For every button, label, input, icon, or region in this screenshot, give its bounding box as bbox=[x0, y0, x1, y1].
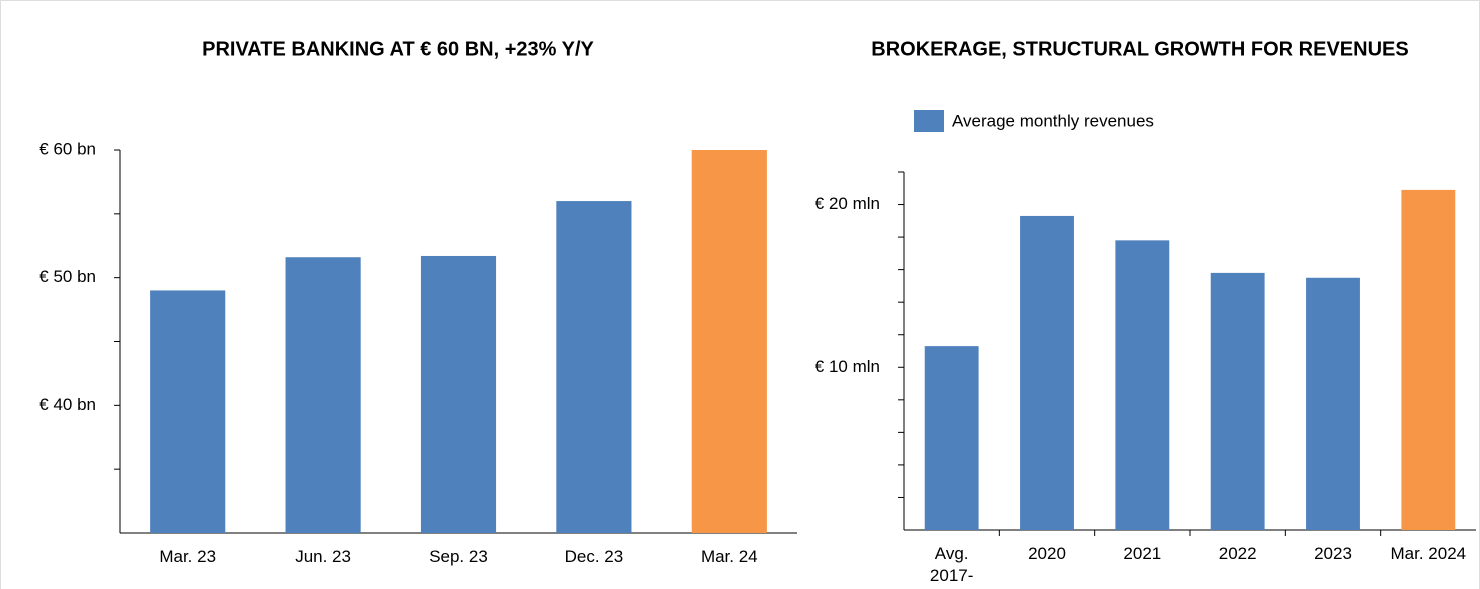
x-tick-label: Jun. 23 bbox=[295, 547, 351, 566]
x-label-box: Mar. 23 bbox=[159, 547, 217, 566]
legend-swatch bbox=[914, 110, 944, 132]
x-tick-label: Mar. 23 bbox=[159, 547, 217, 566]
y-tick-label: € 40 bn bbox=[39, 395, 96, 414]
x-label-box: 2021 bbox=[1123, 544, 1162, 563]
x-tick-label: Sep. 23 bbox=[429, 547, 488, 566]
y-tick-label: € 10 mln bbox=[815, 357, 880, 376]
bar bbox=[1020, 215, 1074, 530]
x-tick-label: Avg. 2017-19 bbox=[929, 544, 974, 589]
x-tick-label: 2022 bbox=[1218, 544, 1257, 563]
bar bbox=[1210, 272, 1265, 530]
x-label-box: 2020 bbox=[1028, 544, 1066, 563]
y-tick-label: € 50 bn bbox=[39, 267, 96, 286]
bar bbox=[1115, 240, 1170, 530]
bar bbox=[285, 257, 361, 533]
x-label-box: 2023 bbox=[1314, 544, 1352, 563]
bar bbox=[1401, 189, 1456, 530]
x-tick-label: Dec. 23 bbox=[564, 547, 624, 566]
x-label-box: Mar. 2024 bbox=[1390, 544, 1467, 563]
bar bbox=[420, 255, 497, 534]
y-tick-label: € 60 bn bbox=[39, 139, 96, 158]
bar bbox=[691, 150, 767, 533]
x-tick-label: 2020 bbox=[1028, 544, 1066, 563]
bar bbox=[556, 201, 632, 534]
x-tick-label: Mar. 24 bbox=[700, 547, 758, 566]
x-label-box: Jun. 23 bbox=[295, 547, 351, 566]
bar bbox=[1306, 277, 1360, 530]
y-tick-label: € 20 mln bbox=[815, 194, 880, 213]
bar bbox=[150, 290, 226, 533]
bar bbox=[924, 346, 979, 530]
chart-title: BROKERAGE, STRUCTURAL GROWTH FOR REVENUE… bbox=[871, 38, 1408, 60]
x-tick-label: 2021 bbox=[1123, 544, 1162, 563]
x-label-box: Sep. 23 bbox=[429, 547, 488, 566]
x-label-box: Mar. 24 bbox=[700, 547, 758, 566]
chart-title: PRIVATE BANKING AT € 60 BN, +23% Y/Y bbox=[202, 38, 594, 60]
legend-label: Average monthly revenues bbox=[952, 111, 1154, 130]
x-label-box: Avg. 2017-19 bbox=[929, 544, 974, 589]
x-tick-label: Mar. 2024 bbox=[1390, 544, 1467, 563]
x-label-box: 2022 bbox=[1218, 544, 1257, 563]
x-tick-label: 2023 bbox=[1314, 544, 1352, 563]
x-label-box: Dec. 23 bbox=[564, 547, 624, 566]
